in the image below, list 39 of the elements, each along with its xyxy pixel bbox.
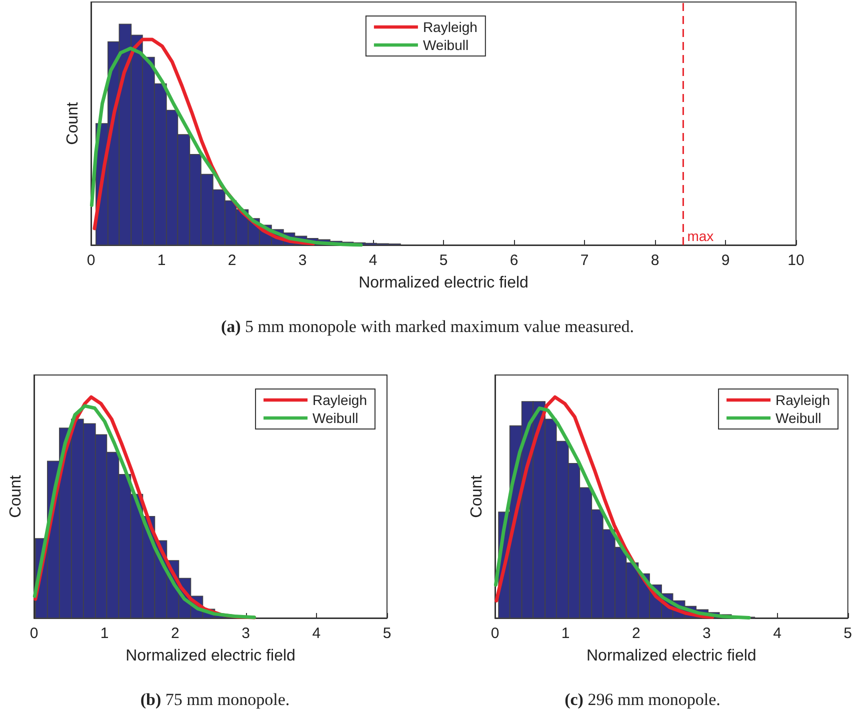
x-tick-label: 5 (382, 625, 392, 642)
x-axis-title: Normalized electric field (586, 648, 756, 664)
legend-label: Rayleigh (776, 392, 830, 408)
legend-label: Rayleigh (312, 392, 368, 408)
x-tick-label: 4 (312, 625, 321, 642)
y-axis-title: Count (468, 474, 486, 518)
x-tick-label: 2 (171, 625, 180, 642)
legend-label: Weibull (422, 37, 469, 53)
x-tick-label: 8 (650, 252, 660, 269)
x-tick-label: 1 (157, 252, 166, 269)
x-tick-label: 2 (228, 252, 236, 269)
x-tick-label: 5 (439, 252, 448, 269)
x-tick-label: 0 (86, 252, 96, 269)
x-tick-label: 6 (510, 252, 518, 269)
x-tick-label: 10 (788, 252, 804, 269)
text: (c) 296 mm monopole. (564, 690, 720, 709)
y-axis-title: Count (64, 102, 82, 145)
x-axis-title: Normalized electric field (358, 274, 528, 292)
x-tick-label: 4 (773, 625, 782, 642)
legend-label: Weibull (312, 410, 358, 426)
text: (b) 75 mm monopole. (140, 690, 290, 709)
x-axis-title: Normalized electric field (126, 648, 296, 664)
x-tick-label: 1 (100, 625, 109, 642)
x-tick-label: 7 (580, 252, 589, 269)
x-tick-label: 0 (490, 625, 500, 642)
x-tick-label: 2 (632, 625, 640, 642)
legend-label: Weibull (776, 410, 822, 426)
x-tick-label: 0 (30, 625, 38, 642)
legend-label: Rayleigh (422, 19, 478, 35)
x-tick-label: 3 (298, 252, 307, 269)
x-tick-label: 3 (242, 625, 250, 642)
x-tick-label: 1 (561, 625, 570, 642)
x-tick-label: 5 (844, 625, 852, 642)
x-tick-label: 3 (702, 625, 711, 642)
x-tick-label: 4 (368, 252, 378, 269)
text: (a) 5 mm monopole with marked maximum value measured. (220, 317, 634, 336)
y-axis-title: Count (8, 474, 24, 518)
ref-line-label: max (687, 228, 714, 244)
x-tick-label: 9 (721, 252, 730, 269)
